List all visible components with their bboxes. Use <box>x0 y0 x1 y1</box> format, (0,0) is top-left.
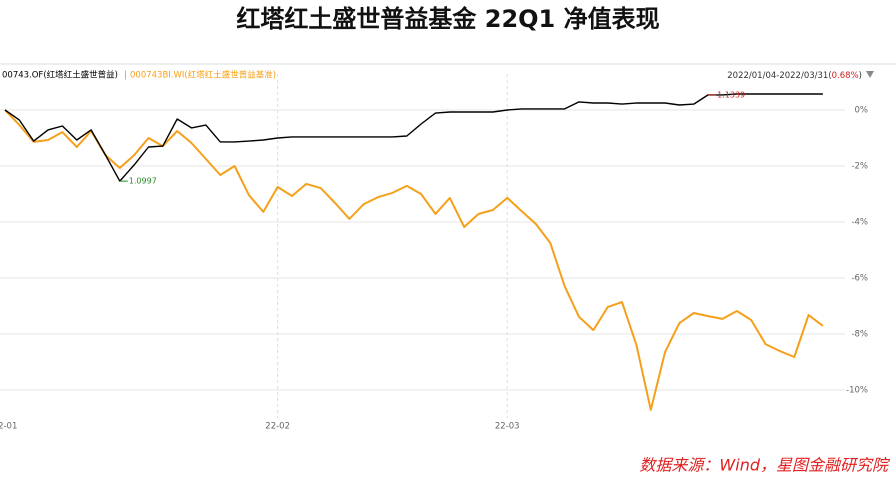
y-tick-label: -8% <box>851 330 868 340</box>
period-label: 2022/01/04-2022/03/31(0.68%) <box>727 71 862 81</box>
y-tick-label: 0% <box>855 106 869 116</box>
x-tick-label: 22-01 <box>0 422 17 432</box>
y-tick-label: -10% <box>846 386 868 396</box>
legend-entry: 00743.OF(红塔红土盛世普益) <box>2 70 118 81</box>
y-tick-label: -4% <box>851 218 868 228</box>
period-return: 0.68% <box>832 71 859 81</box>
annotation: 1.1339 <box>717 90 745 99</box>
legend-separator: | <box>124 71 127 81</box>
annotation: 1.0997 <box>129 177 157 186</box>
series-line <box>4 109 824 411</box>
source-note: 数据来源：Wind，星图金融研究院 <box>639 456 891 475</box>
series-line <box>4 93 823 182</box>
y-tick-label: -6% <box>851 274 868 284</box>
dropdown-icon[interactable] <box>866 71 874 78</box>
legend-entry: 000743BI.WI(红塔红土盛世普益基准) <box>130 70 276 81</box>
x-tick-label: 22-03 <box>495 422 520 432</box>
period: 2022/01/04-2022/03/31 <box>727 71 828 81</box>
period-paren: ( <box>828 71 831 81</box>
chart-title: 红塔红土盛世普益基金 22Q1 净值表现 <box>236 5 659 33</box>
x-tick-label: 22-02 <box>265 422 290 432</box>
y-tick-label: -2% <box>851 162 868 172</box>
period-paren: ) <box>859 71 862 81</box>
